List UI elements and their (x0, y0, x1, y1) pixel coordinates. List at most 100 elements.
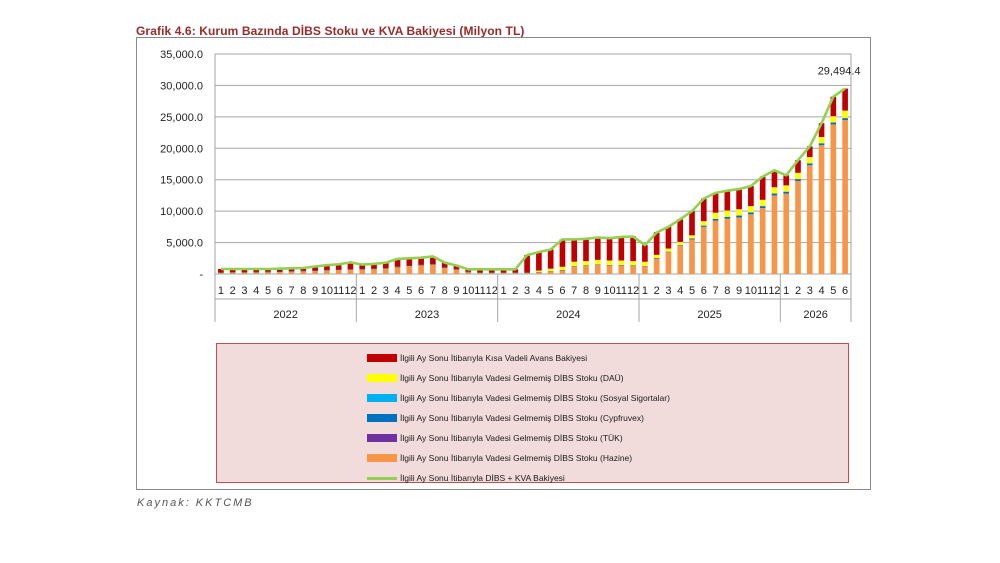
bar-kva (418, 257, 424, 265)
bar-kva (488, 269, 495, 273)
bar-kva (618, 236, 625, 261)
y-tick-label: 20,000.0 (160, 143, 203, 155)
bar-dau (724, 210, 731, 217)
bar-kva (606, 238, 613, 261)
bar-dau (536, 270, 542, 272)
legend-item-cypfruvex: İlgili Ay Sonu İtibarıyla Vadesi Gelmemi… (367, 408, 644, 428)
bar-hazine (783, 193, 790, 274)
bar-kva (642, 245, 648, 262)
x-tick-label: 7 (430, 285, 436, 297)
bar-dau (842, 110, 848, 119)
bar-kva (830, 96, 837, 117)
legend-swatch (367, 454, 397, 462)
x-tick-label: 10 (321, 285, 333, 297)
bar-cypfruvex (276, 271, 283, 272)
x-tick-label: 10 (462, 285, 474, 297)
bar-hazine (677, 245, 684, 274)
bar-hazine (488, 272, 495, 274)
bar-hazine (759, 208, 766, 274)
bar-cypfruvex (618, 264, 625, 266)
bar-cypfruvex (512, 272, 519, 273)
y-tick-label: - (199, 269, 203, 281)
bar-cypfruvex (382, 268, 389, 269)
bar-cypfruvex (606, 264, 613, 266)
legend-item-dau: İlgili Ay Sonu İtibarıyla Vadesi Gelmemi… (367, 368, 624, 388)
bar-kva (477, 269, 483, 273)
bar-dau (559, 266, 566, 270)
bar-kva (783, 175, 790, 186)
bar-cypfruvex (559, 269, 566, 271)
bar-cypfruvex (547, 271, 554, 272)
bar-cypfruvex (406, 265, 413, 267)
bar-hazine (276, 271, 283, 274)
x-tick-label: 1 (783, 285, 789, 297)
bar-hazine (218, 272, 224, 274)
legend-swatch (367, 476, 397, 480)
bar-hazine (642, 266, 648, 274)
legend-label: İlgili Ay Sonu İtibarıyla DİBS + KVA Bak… (400, 473, 565, 483)
bar-cypfruvex (583, 265, 589, 267)
bar-cypfruvex (842, 118, 848, 120)
bar-kva (677, 219, 684, 242)
x-tick-label: 6 (418, 285, 424, 297)
bar-cypfruvex (324, 269, 330, 271)
bar-cypfruvex (759, 206, 766, 208)
x-tick-label: 7 (571, 285, 577, 297)
bar-cypfruvex (524, 272, 530, 273)
x-tick-label: 6 (277, 285, 283, 297)
bar-kva (559, 239, 566, 267)
bar-cypfruvex (712, 219, 719, 221)
x-tick-label: 3 (807, 285, 813, 297)
bar-kva (547, 249, 554, 269)
x-tick-label: 2 (654, 285, 660, 297)
bar-hazine (371, 268, 377, 274)
bar-hazine (241, 272, 248, 274)
y-tick-label: 5,000.0 (166, 238, 203, 250)
x-tick-label: 2 (371, 285, 377, 297)
bar-kva (241, 268, 248, 273)
x-tick-label: 4 (818, 285, 824, 297)
bar-cypfruvex (288, 271, 295, 272)
bar-cypfruvex (229, 272, 236, 273)
bar-hazine (430, 264, 436, 274)
bar-cypfruvex (665, 251, 672, 253)
x-tick-label: 11 (616, 285, 627, 297)
bar-cypfruvex (418, 264, 424, 266)
legend-swatch (367, 394, 397, 402)
x-tick-label: 10 (603, 285, 615, 297)
bar-dau (677, 241, 684, 246)
bar-dau (583, 261, 589, 266)
x-tick-label: 11 (333, 285, 344, 297)
bar-kva (594, 237, 601, 260)
bar-cypfruvex (430, 264, 436, 265)
bar-cypfruvex (253, 271, 260, 273)
bar-hazine (406, 265, 413, 274)
y-tick-label: 35,000.0 (160, 49, 203, 61)
bar-hazine (324, 270, 330, 274)
bar-kva (818, 123, 825, 137)
x-tick-label: 4 (253, 285, 259, 297)
bar-hazine (736, 217, 742, 274)
bar-kva (583, 238, 589, 262)
x-tick-label: 4 (536, 285, 542, 297)
bar-cypfruvex (571, 266, 578, 267)
bar-dau (689, 235, 695, 239)
year-label: 2026 (803, 309, 827, 321)
bar-hazine (630, 265, 636, 274)
bar-hazine (700, 226, 707, 274)
bar-dau (547, 268, 554, 272)
bar-dau (830, 116, 837, 123)
x-tick-label: 5 (689, 285, 695, 297)
bar-kva (359, 264, 366, 269)
bar-cypfruvex (783, 191, 790, 194)
bar-cypfruvex (630, 265, 636, 267)
legend-label: İlgili Ay Sonu İtibarıyla Vadesi Gelmemi… (400, 433, 623, 443)
bar-hazine (571, 266, 578, 274)
bar-cypfruvex (830, 122, 837, 125)
last-value-label: 29,494.4 (818, 66, 861, 78)
bar-cypfruvex (771, 193, 778, 196)
bar-kva (842, 88, 848, 111)
bar-kva (689, 211, 695, 236)
bar-dau (748, 206, 754, 213)
